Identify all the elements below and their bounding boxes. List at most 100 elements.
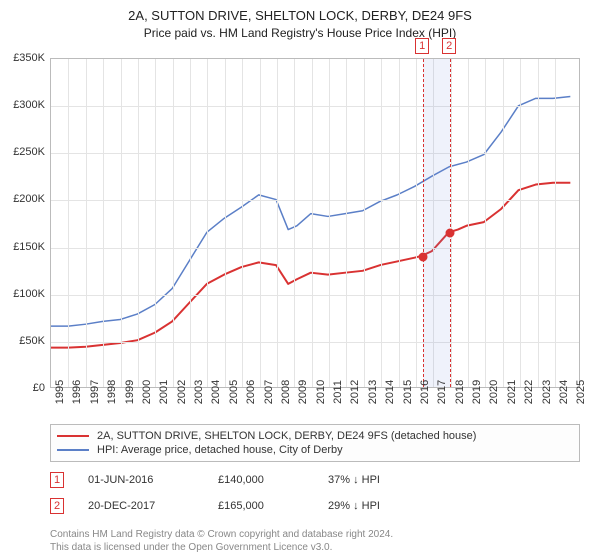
sale-diff-2: 29% ↓ HPI [328, 500, 448, 512]
x-tick-label: 2018 [454, 380, 466, 404]
gridline-v [468, 59, 469, 387]
sale-diff-1: 37% ↓ HPI [328, 474, 448, 486]
legend-label: HPI: Average price, detached house, City… [97, 444, 343, 456]
gridline-v [399, 59, 400, 387]
x-tick-label: 2022 [523, 380, 535, 404]
sale-marker-dot [446, 229, 455, 238]
x-tick-label: 2024 [558, 380, 570, 404]
x-tick-label: 2014 [384, 380, 396, 404]
y-tick-label: £350K [3, 52, 45, 64]
footer-line-2: This data is licensed under the Open Gov… [50, 541, 393, 554]
chart-container: 2A, SUTTON DRIVE, SHELTON LOCK, DERBY, D… [0, 0, 600, 560]
x-tick-label: 2002 [176, 380, 188, 404]
legend-row: HPI: Average price, detached house, City… [57, 443, 573, 457]
gridline-v [555, 59, 556, 387]
gridline-v [538, 59, 539, 387]
gridline-v [346, 59, 347, 387]
sale-marker-box-1: 1 [50, 472, 64, 488]
x-tick-label: 2012 [349, 380, 361, 404]
sale-marker-line [423, 59, 424, 387]
gridline-v [329, 59, 330, 387]
x-tick-label: 1999 [124, 380, 136, 404]
chart-plot-area [50, 58, 580, 388]
y-tick-label: £100K [3, 288, 45, 300]
gridline-v [68, 59, 69, 387]
x-tick-label: 2010 [315, 380, 327, 404]
y-tick-label: £50K [3, 335, 45, 347]
gridline-v [520, 59, 521, 387]
x-tick-label: 2021 [506, 380, 518, 404]
x-tick-label: 2015 [402, 380, 414, 404]
y-tick-label: £300K [3, 99, 45, 111]
x-tick-label: 2004 [210, 380, 222, 404]
x-tick-label: 2016 [419, 380, 431, 404]
gridline-v [260, 59, 261, 387]
gridline-h [51, 153, 579, 154]
gridline-v [121, 59, 122, 387]
gridline-v [277, 59, 278, 387]
gridline-h [51, 295, 579, 296]
x-tick-label: 1996 [71, 380, 83, 404]
x-tick-label: 2007 [263, 380, 275, 404]
legend-swatch [57, 435, 89, 437]
gridline-v [138, 59, 139, 387]
x-tick-label: 2017 [436, 380, 448, 404]
title-address: 2A, SUTTON DRIVE, SHELTON LOCK, DERBY, D… [0, 8, 600, 23]
gridline-v [103, 59, 104, 387]
title-block: 2A, SUTTON DRIVE, SHELTON LOCK, DERBY, D… [0, 0, 600, 44]
gridline-v [381, 59, 382, 387]
chart-svg [51, 59, 579, 387]
gridline-v [503, 59, 504, 387]
x-tick-label: 2023 [541, 380, 553, 404]
x-tick-label: 2025 [575, 380, 587, 404]
sale-date-2: 20-DEC-2017 [88, 500, 218, 512]
gridline-v [416, 59, 417, 387]
sale-price-2: £165,000 [218, 500, 328, 512]
x-tick-label: 1997 [89, 380, 101, 404]
gridline-v [312, 59, 313, 387]
gridline-v [190, 59, 191, 387]
footer-line-1: Contains HM Land Registry data © Crown c… [50, 528, 393, 541]
x-tick-label: 2013 [367, 380, 379, 404]
x-tick-label: 2011 [332, 380, 344, 404]
x-tick-label: 2019 [471, 380, 483, 404]
gridline-v [485, 59, 486, 387]
y-tick-label: £200K [3, 193, 45, 205]
x-tick-label: 2003 [193, 380, 205, 404]
sale-period-band [423, 59, 450, 387]
x-tick-label: 2009 [297, 380, 309, 404]
gridline-v [364, 59, 365, 387]
gridline-v [242, 59, 243, 387]
gridline-v [207, 59, 208, 387]
x-tick-label: 1995 [54, 380, 66, 404]
title-subtitle: Price paid vs. HM Land Registry's House … [0, 26, 600, 40]
gridline-v [225, 59, 226, 387]
gridline-h [51, 200, 579, 201]
x-tick-label: 2000 [141, 380, 153, 404]
sale-marker-box: 2 [442, 38, 456, 54]
gridline-v [155, 59, 156, 387]
sale-date-1: 01-JUN-2016 [88, 474, 218, 486]
y-tick-label: £250K [3, 146, 45, 158]
gridline-v [86, 59, 87, 387]
footer-attribution: Contains HM Land Registry data © Crown c… [50, 528, 393, 554]
legend: 2A, SUTTON DRIVE, SHELTON LOCK, DERBY, D… [50, 424, 580, 462]
legend-label: 2A, SUTTON DRIVE, SHELTON LOCK, DERBY, D… [97, 430, 476, 442]
x-tick-label: 1998 [106, 380, 118, 404]
sale-marker-line [450, 59, 451, 387]
y-tick-label: £150K [3, 241, 45, 253]
x-tick-label: 2001 [158, 380, 170, 404]
x-tick-label: 2008 [280, 380, 292, 404]
y-tick-label: £0 [3, 382, 45, 394]
sale-row-2: 2 20-DEC-2017 £165,000 29% ↓ HPI [50, 498, 580, 514]
x-tick-label: 2020 [488, 380, 500, 404]
gridline-h [51, 342, 579, 343]
sale-marker-box: 1 [415, 38, 429, 54]
gridline-h [51, 106, 579, 107]
x-tick-label: 2005 [228, 380, 240, 404]
sale-price-1: £140,000 [218, 474, 328, 486]
sale-marker-box-2: 2 [50, 498, 64, 514]
x-tick-label: 2006 [245, 380, 257, 404]
legend-row: 2A, SUTTON DRIVE, SHELTON LOCK, DERBY, D… [57, 429, 573, 443]
sale-marker-dot [419, 253, 428, 262]
